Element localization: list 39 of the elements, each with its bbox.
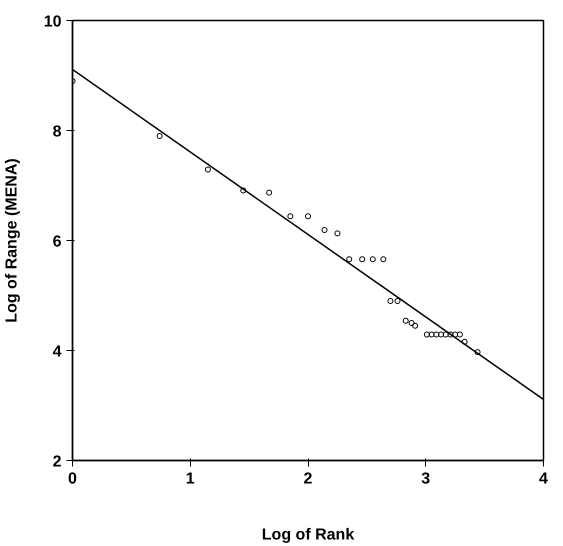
point bbox=[370, 256, 376, 262]
point bbox=[359, 256, 366, 262]
point bbox=[346, 256, 352, 262]
y-tick-label: 4 bbox=[52, 344, 62, 360]
x-tick-label: 1 bbox=[186, 470, 195, 488]
point bbox=[380, 256, 386, 262]
x-tick-label: 2 bbox=[304, 470, 313, 488]
point bbox=[428, 332, 435, 338]
point bbox=[412, 322, 418, 329]
point bbox=[442, 332, 449, 338]
point bbox=[474, 349, 481, 356]
point bbox=[408, 320, 415, 326]
point bbox=[456, 332, 463, 338]
point bbox=[204, 166, 211, 173]
point bbox=[334, 230, 340, 236]
point bbox=[240, 187, 246, 194]
point bbox=[462, 338, 468, 345]
x-tick-label: 0 bbox=[68, 470, 78, 488]
y-tick-label: 8 bbox=[52, 124, 62, 140]
point bbox=[156, 133, 163, 139]
x-axis-title: Log of Rank bbox=[262, 526, 354, 544]
point bbox=[452, 332, 458, 338]
point bbox=[394, 298, 400, 304]
point bbox=[433, 332, 440, 338]
x-tick-label: 4 bbox=[539, 470, 548, 488]
point bbox=[424, 332, 430, 338]
y-axis-title: Log of Range (MENA) bbox=[4, 158, 21, 323]
point bbox=[438, 332, 444, 338]
point bbox=[266, 190, 272, 196]
point bbox=[321, 227, 328, 234]
x-tick-label: 3 bbox=[421, 470, 430, 488]
point bbox=[387, 298, 394, 304]
point bbox=[447, 332, 454, 338]
point bbox=[305, 213, 311, 220]
y-tick-label: 10 bbox=[44, 14, 62, 30]
point bbox=[402, 318, 409, 324]
y-tick-label: 6 bbox=[52, 234, 62, 250]
point bbox=[287, 213, 294, 220]
y-tick-label: 2 bbox=[52, 454, 62, 470]
